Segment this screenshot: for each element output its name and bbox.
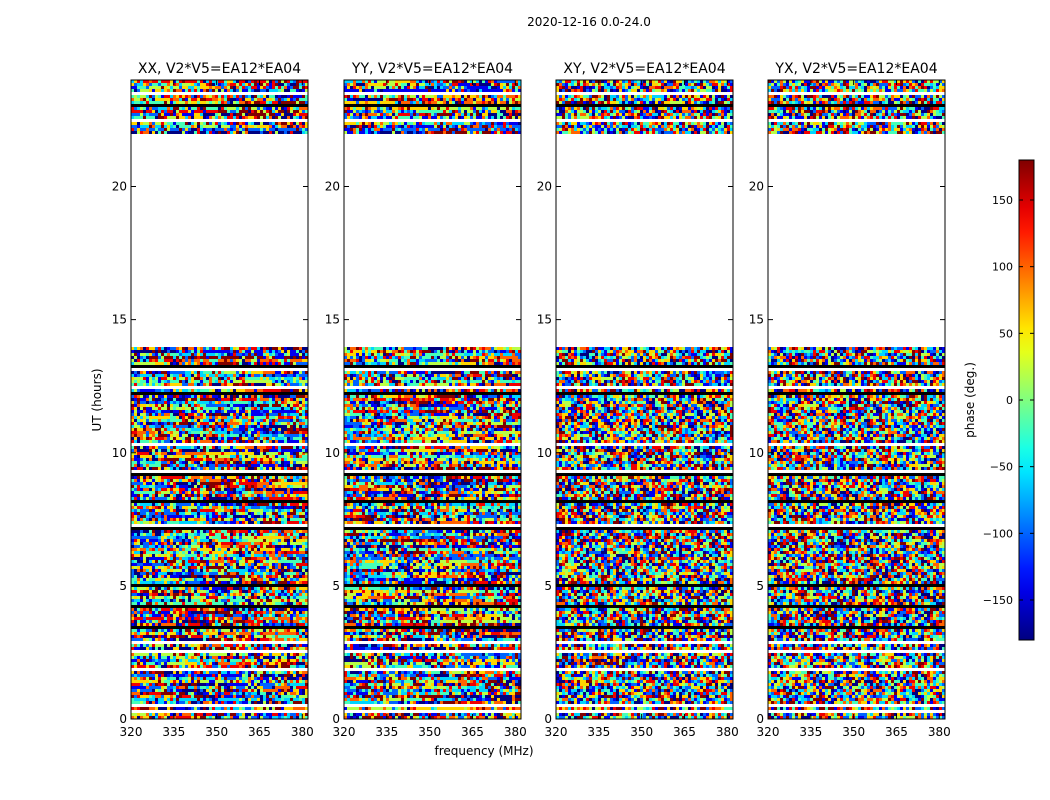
colorbar-tick-label: 50 — [999, 327, 1013, 340]
panel-title-xx: XX, V2*V5=EA12*EA04 — [138, 61, 301, 77]
x-tick-label: 350 — [418, 725, 441, 739]
y-tick-label: 20 — [112, 180, 127, 194]
x-tick-label: 335 — [162, 725, 185, 739]
panel-xy: XY, V2*V5=EA12*EA04 320 335 350 365 380 0 5 10 15… — [537, 61, 739, 739]
x-tick-label: 365 — [673, 725, 696, 739]
y-tick-label: 5 — [544, 579, 552, 593]
panel-xx: XX, V2*V5=EA12*EA04 320 335 350 365 380 0 5 10 15… — [112, 61, 314, 739]
x-tick-label: 380 — [716, 725, 739, 739]
x-tick-label: 380 — [291, 725, 314, 739]
y-axis-label: UT (hours) — [90, 368, 104, 431]
x-tick-label: 350 — [842, 725, 865, 739]
y-tick-label: 5 — [119, 579, 127, 593]
panel-yy: YY, V2*V5=EA12*EA04 320 335 350 365 380 0 5 10 15… — [325, 61, 527, 739]
x-tick-label: 365 — [248, 725, 271, 739]
x-tick-label: 380 — [504, 725, 527, 739]
heatmap-yx — [768, 80, 945, 719]
x-tick-label: 335 — [587, 725, 610, 739]
y-tick-label: 10 — [325, 446, 340, 460]
x-axis-label: frequency (MHz) — [434, 744, 533, 758]
heatmap-yy — [344, 80, 521, 719]
y-tick-label: 5 — [332, 579, 340, 593]
panel-yx: YX, V2*V5=EA12*EA04 320 335 350 365 380 0 5 10 15… — [749, 61, 951, 739]
figure-title: 2020-12-16 0.0-24.0 — [527, 15, 651, 29]
y-tick-label: 15 — [749, 313, 764, 327]
colorbar-tick-label: 150 — [992, 194, 1013, 207]
heatmap-xx — [131, 80, 308, 719]
panels: XX, V2*V5=EA12*EA04 320 335 350 365 380 0 5 10 15… — [112, 61, 951, 739]
y-tick-label: 10 — [537, 446, 552, 460]
y-tick-label: 10 — [749, 446, 764, 460]
colorbar-label: phase (deg.) — [963, 362, 977, 438]
panel-frame — [130, 79, 309, 720]
y-tick-label: 20 — [749, 180, 764, 194]
colorbar-tick-label: −50 — [990, 461, 1013, 474]
panel-title-yx: YX, V2*V5=EA12*EA04 — [774, 61, 937, 77]
colorbar: 150 100 50 0 −50 −100 −150 — [983, 159, 1035, 641]
x-tick-label: 350 — [205, 725, 228, 739]
y-tick-label: 15 — [112, 313, 127, 327]
colorbar-tick-label: −150 — [983, 594, 1013, 607]
y-tick-label: 10 — [112, 446, 127, 460]
y-tick-label: 0 — [332, 712, 340, 726]
x-tick-label: 320 — [757, 725, 780, 739]
panel-frame — [343, 79, 522, 720]
x-tick-label: 365 — [461, 725, 484, 739]
colorbar-tick-label: 100 — [992, 261, 1013, 274]
panel-frame — [767, 79, 946, 720]
x-tick-label: 320 — [120, 725, 143, 739]
y-tick-label: 20 — [325, 180, 340, 194]
y-tick-label: 0 — [756, 712, 764, 726]
x-tick-label: 320 — [333, 725, 356, 739]
heatmap-xy — [556, 80, 733, 719]
x-tick-label: 380 — [928, 725, 951, 739]
y-tick-label: 0 — [544, 712, 552, 726]
panel-frame — [555, 79, 734, 720]
y-tick-label: 15 — [325, 313, 340, 327]
x-tick-label: 365 — [885, 725, 908, 739]
panel-title-xy: XY, V2*V5=EA12*EA04 — [563, 61, 725, 77]
y-tick-label: 20 — [537, 180, 552, 194]
x-tick-label: 350 — [630, 725, 653, 739]
panel-title-yy: YY, V2*V5=EA12*EA04 — [351, 61, 513, 77]
colorbar-tick-label: 0 — [1006, 394, 1013, 407]
y-tick-label: 0 — [119, 712, 127, 726]
y-tick-label: 5 — [756, 579, 764, 593]
x-tick-label: 335 — [375, 725, 398, 739]
x-tick-label: 335 — [799, 725, 822, 739]
y-tick-label: 15 — [537, 313, 552, 327]
colorbar-tick-label: −100 — [983, 527, 1013, 540]
x-tick-label: 320 — [545, 725, 568, 739]
